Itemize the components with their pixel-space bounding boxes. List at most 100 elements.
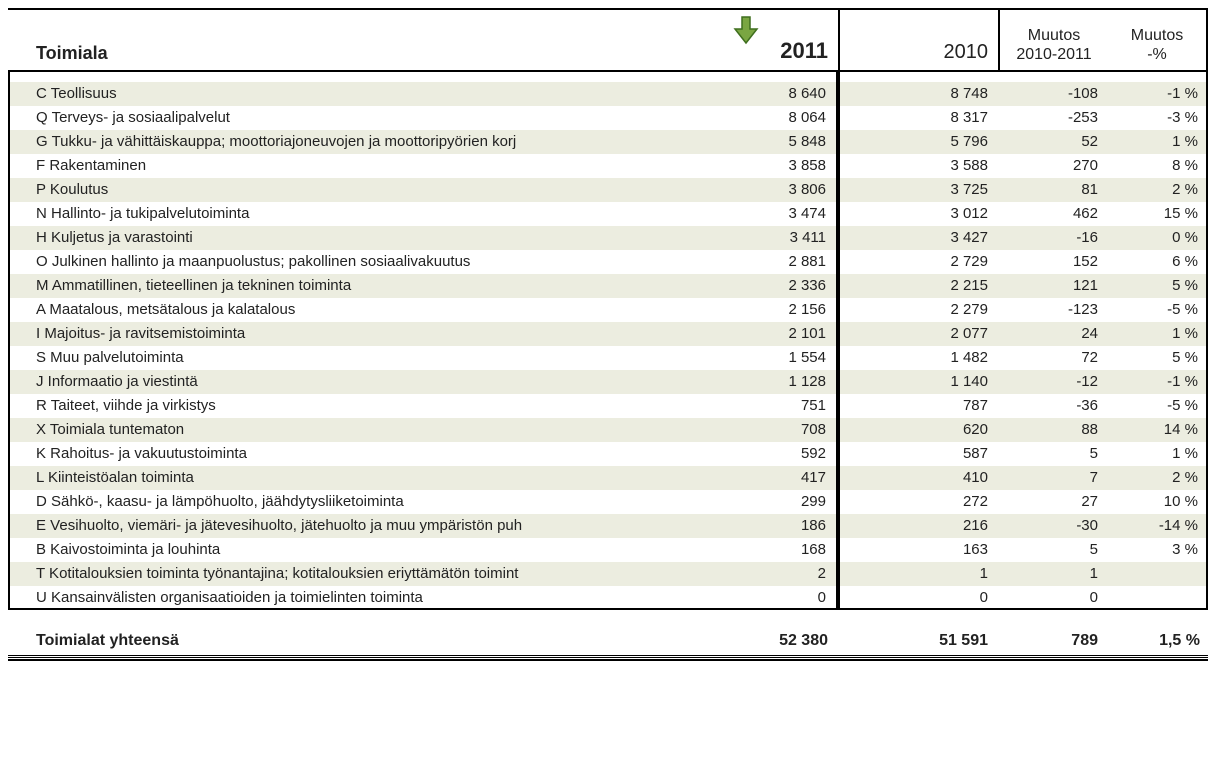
row-label: C Teollisuus	[8, 82, 548, 106]
row-label: X Toimiala tuntematon	[8, 418, 548, 442]
row-muutos: -36	[998, 394, 1108, 418]
row-pct	[1108, 562, 1208, 586]
row-2011: 3 858	[548, 154, 838, 178]
row-pct: 5 %	[1108, 274, 1208, 298]
row-label: B Kaivostoiminta ja louhinta	[8, 538, 548, 562]
row-muutos: -12	[998, 370, 1108, 394]
row-2011: 708	[548, 418, 838, 442]
row-label: S Muu palvelutoiminta	[8, 346, 548, 370]
row-2010: 216	[838, 514, 998, 538]
row-label: U Kansainvälisten organisaatioiden ja to…	[8, 586, 548, 610]
row-label: P Koulutus	[8, 178, 548, 202]
row-label: M Ammatillinen, tieteellinen ja tekninen…	[8, 274, 548, 298]
col-header-muutos-pct-l2: -%	[1147, 46, 1167, 64]
row-label: T Kotitalouksien toiminta työnantajina; …	[8, 562, 548, 586]
row-2011: 299	[548, 490, 838, 514]
col-header-2011-label: 2011	[780, 38, 828, 64]
row-pct: -5 %	[1108, 298, 1208, 322]
row-2011: 2 881	[548, 250, 838, 274]
row-muutos: 52	[998, 130, 1108, 154]
row-2011: 3 411	[548, 226, 838, 250]
row-pct: -1 %	[1108, 82, 1208, 106]
row-muutos: -108	[998, 82, 1108, 106]
row-muutos: 81	[998, 178, 1108, 202]
row-2011: 8 064	[548, 106, 838, 130]
row-2010: 8 317	[838, 106, 998, 130]
row-label: E Vesihuolto, viemäri- ja jätevesihuolto…	[8, 514, 548, 538]
row-2010: 2 077	[838, 322, 998, 346]
row-2010: 272	[838, 490, 998, 514]
col-header-muutos-pct-l1: Muutos	[1131, 27, 1183, 45]
row-2010: 1	[838, 562, 998, 586]
row-2011: 1 128	[548, 370, 838, 394]
row-2010: 5 796	[838, 130, 998, 154]
row-pct: -1 %	[1108, 370, 1208, 394]
row-label: D Sähkö-, kaasu- ja lämpöhuolto, jäähdyt…	[8, 490, 548, 514]
row-2011: 3 806	[548, 178, 838, 202]
col-header-muutos-abs-l2: 2010-2011	[1016, 46, 1091, 64]
row-2011: 417	[548, 466, 838, 490]
sort-arrow-down-icon	[730, 14, 762, 52]
row-2010: 1 140	[838, 370, 998, 394]
row-label: A Maatalous, metsätalous ja kalatalous	[8, 298, 548, 322]
row-2011: 8 640	[548, 82, 838, 106]
row-label: I Majoitus- ja ravitsemistoiminta	[8, 322, 548, 346]
row-label: K Rahoitus- ja vakuutustoiminta	[8, 442, 548, 466]
row-2011: 2 101	[548, 322, 838, 346]
col-header-2011[interactable]: 2011	[548, 8, 838, 72]
totals-2010: 51 591	[838, 624, 998, 658]
row-muutos: -123	[998, 298, 1108, 322]
row-pct: -3 %	[1108, 106, 1208, 130]
row-label: H Kuljetus ja varastointi	[8, 226, 548, 250]
row-pct: 10 %	[1108, 490, 1208, 514]
row-muutos: 27	[998, 490, 1108, 514]
data-grid: Toimiala 2011 2010 Muutos 2010-2011 Muut…	[8, 8, 1216, 658]
row-2011: 3 474	[548, 202, 838, 226]
row-2011: 168	[548, 538, 838, 562]
row-pct	[1108, 586, 1208, 610]
row-label: Q Terveys- ja sosiaalipalvelut	[8, 106, 548, 130]
row-pct: 2 %	[1108, 466, 1208, 490]
row-2011: 592	[548, 442, 838, 466]
row-label: O Julkinen hallinto ja maanpuolustus; pa…	[8, 250, 548, 274]
col-header-toimiala-label: Toimiala	[36, 43, 108, 64]
row-2011: 2	[548, 562, 838, 586]
row-muutos: 462	[998, 202, 1108, 226]
row-2010: 3 427	[838, 226, 998, 250]
row-label: J Informaatio ja viestintä	[8, 370, 548, 394]
row-2010: 2 215	[838, 274, 998, 298]
row-2010: 410	[838, 466, 998, 490]
totals-label: Toimialat yhteensä	[8, 624, 548, 658]
row-muutos: 1	[998, 562, 1108, 586]
row-muutos: 24	[998, 322, 1108, 346]
totals-pct: 1,5 %	[1108, 624, 1208, 658]
col-header-muutos-pct[interactable]: Muutos -%	[1108, 8, 1208, 72]
row-2010: 620	[838, 418, 998, 442]
row-pct: 1 %	[1108, 322, 1208, 346]
col-header-2010[interactable]: 2010	[838, 8, 998, 72]
col-header-toimiala[interactable]: Toimiala	[8, 8, 548, 72]
totals-muutos: 789	[998, 624, 1108, 658]
row-pct: 5 %	[1108, 346, 1208, 370]
col-header-muutos-abs-l1: Muutos	[1028, 27, 1080, 45]
row-2010: 8 748	[838, 82, 998, 106]
row-muutos: -30	[998, 514, 1108, 538]
row-muutos: 152	[998, 250, 1108, 274]
row-2011: 1 554	[548, 346, 838, 370]
row-label: R Taiteet, viihde ja virkistys	[8, 394, 548, 418]
row-2011: 2 156	[548, 298, 838, 322]
row-2011: 751	[548, 394, 838, 418]
row-pct: 3 %	[1108, 538, 1208, 562]
row-2010: 163	[838, 538, 998, 562]
row-muutos: -16	[998, 226, 1108, 250]
row-muutos: 270	[998, 154, 1108, 178]
row-2010: 3 588	[838, 154, 998, 178]
col-header-muutos-abs[interactable]: Muutos 2010-2011	[998, 8, 1108, 72]
row-label: F Rakentaminen	[8, 154, 548, 178]
row-2010: 787	[838, 394, 998, 418]
row-2011: 5 848	[548, 130, 838, 154]
row-2010: 2 729	[838, 250, 998, 274]
row-2010: 1 482	[838, 346, 998, 370]
row-muutos: 7	[998, 466, 1108, 490]
row-muutos: 121	[998, 274, 1108, 298]
